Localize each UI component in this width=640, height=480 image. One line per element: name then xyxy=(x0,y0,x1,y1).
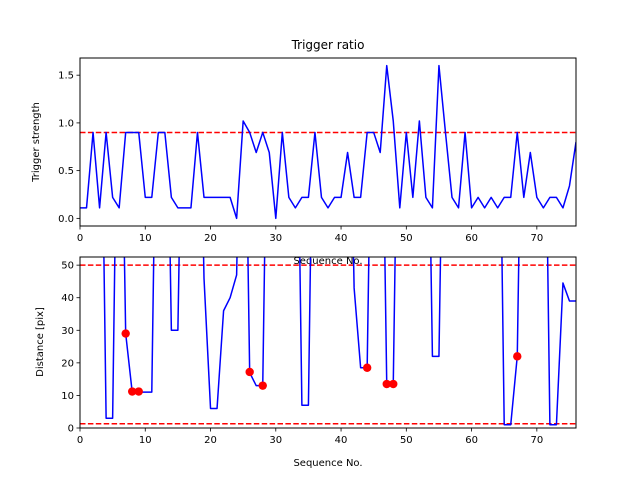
top-chart-x-tick-label: 0 xyxy=(77,233,83,244)
top-chart-x-tick-label: 70 xyxy=(530,233,543,244)
top-chart-y-tick-label: 0.0 xyxy=(58,214,74,225)
bottom-chart-y-tick-label: 50 xyxy=(61,261,74,272)
bottom-chart-trigger-marker xyxy=(362,363,372,372)
top-chart-frame xyxy=(79,57,577,227)
bottom-chart-y-tick-label: 10 xyxy=(61,391,74,402)
bottom-chart-y-tick-label: 30 xyxy=(61,326,74,337)
top-chart-y-tick-label: 1.5 xyxy=(58,71,74,82)
bottom-chart-trigger-marker xyxy=(121,329,130,338)
bottom-chart-trigger-marker xyxy=(382,379,391,389)
bottom-chart-y-tick-label: 0 xyxy=(68,424,74,435)
bottom-chart-trigger-marker xyxy=(389,379,398,389)
top-chart-x-tick-label: 50 xyxy=(400,233,413,244)
bottom-chart-ticks: 0 10 20 30 40 50 60 70 0 10 20 30 40 50 xyxy=(61,261,543,446)
bottom-chart-x-tick-label: 50 xyxy=(400,435,413,446)
bottom-chart-x-tick-label: 10 xyxy=(139,435,152,446)
bottom-chart-x-tick-label: 60 xyxy=(465,435,478,446)
bottom-chart-y-tick-label: 20 xyxy=(61,358,74,369)
top-chart-x-axis-label: Sequence No. xyxy=(293,256,362,267)
bottom-chart-x-tick-label: 30 xyxy=(269,435,282,446)
top-chart-x-tick-label: 60 xyxy=(465,233,478,244)
bottom-chart-trigger-marker xyxy=(245,367,254,377)
bottom-chart-trigger-marker xyxy=(258,381,267,390)
top-chart-x-tick-label: 30 xyxy=(269,233,282,244)
top-chart-y-tick-label: 0.5 xyxy=(58,166,74,177)
bottom-chart-x-tick-label: 40 xyxy=(335,435,348,446)
top-chart-plot-area xyxy=(80,64,576,220)
bottom-chart-frame xyxy=(79,256,577,429)
bottom-chart-x-tick-label: 0 xyxy=(77,435,83,446)
bottom-chart-x-tick-label: 70 xyxy=(530,435,543,446)
bottom-chart-overlap-mask xyxy=(260,250,396,256)
top-chart-series-line xyxy=(80,64,576,220)
top-chart: 0 10 20 30 40 50 60 70 0.0 0.5 1.0 1.5 Sequence No.… xyxy=(31,57,577,267)
bottom-chart-y-tick-label: 40 xyxy=(61,293,74,304)
top-chart-x-tick-label: 10 xyxy=(139,233,152,244)
bottom-chart-x-tick-label: 20 xyxy=(204,435,217,446)
top-chart-title: Trigger ratio xyxy=(291,38,365,52)
top-chart-y-axis-label: Trigger strength xyxy=(31,102,42,183)
bottom-chart-y-axis-label: Distance [pix] xyxy=(35,307,46,377)
top-chart-y-tick-label: 1.0 xyxy=(58,118,74,129)
bottom-chart-trigger-marker xyxy=(128,387,137,396)
top-chart-ticks: 0 10 20 30 40 50 60 70 0.0 0.5 1.0 1.5 xyxy=(58,71,543,244)
top-chart-x-tick-label: 40 xyxy=(335,233,348,244)
bottom-chart-x-axis-label: Sequence No. xyxy=(293,458,362,469)
bottom-chart-trigger-marker xyxy=(513,352,522,361)
bottom-chart-trigger-marker xyxy=(134,387,143,396)
top-chart-x-tick-label: 20 xyxy=(204,233,217,244)
bottom-chart-plot-area xyxy=(80,257,576,426)
